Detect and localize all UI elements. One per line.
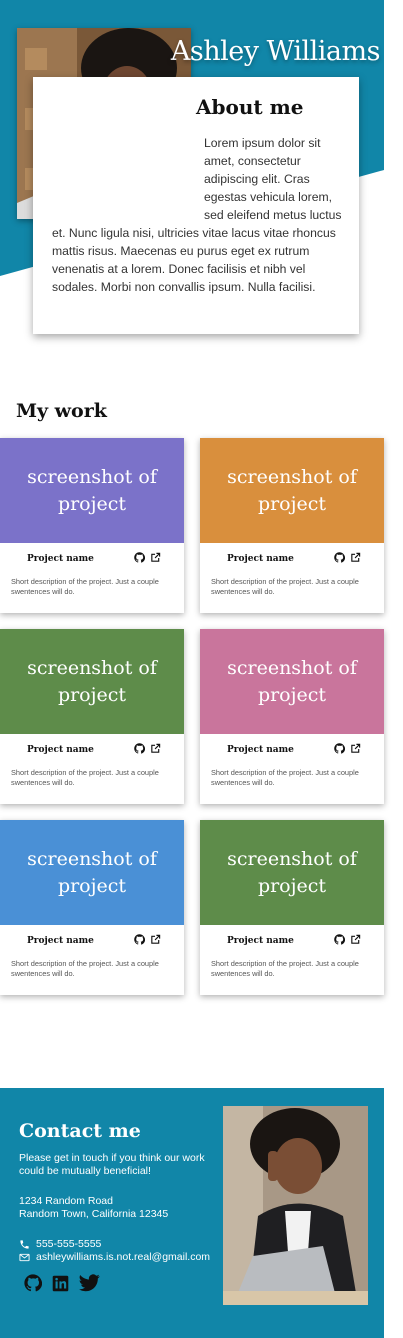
project-name: Project name <box>27 936 94 946</box>
project-description: Short description of the project. Just a… <box>211 768 359 787</box>
contact-address: 1234 Random Road Random Town, California… <box>19 1195 168 1221</box>
external-link-icon[interactable] <box>350 552 361 563</box>
twitter-icon[interactable] <box>79 1274 100 1292</box>
phone-icon <box>20 1239 29 1249</box>
github-icon[interactable] <box>334 552 345 563</box>
project-card[interactable]: screenshot of project Project name Short d… <box>200 629 384 804</box>
about-text: Lorem ipsum dolor sit amet, consectetur … <box>52 136 342 294</box>
project-screenshot: screenshot of project <box>200 438 384 543</box>
project-description: Short description of the project. Just a… <box>11 768 159 787</box>
github-icon[interactable] <box>134 743 145 754</box>
project-card[interactable]: screenshot of project Project name Short d… <box>200 820 384 995</box>
mail-icon <box>19 1253 30 1261</box>
project-name: Project name <box>227 936 294 946</box>
contact-text: Please get in touch if you think our wor… <box>19 1152 205 1177</box>
external-link-icon[interactable] <box>150 743 161 754</box>
project-links <box>334 552 361 563</box>
contact-title: Contact me <box>19 1120 141 1142</box>
external-link-icon[interactable] <box>350 934 361 945</box>
project-name: Project name <box>227 554 294 564</box>
project-description: Short description of the project. Just a… <box>11 577 159 596</box>
about-title: About me <box>196 95 304 119</box>
external-link-icon[interactable] <box>150 552 161 563</box>
project-description: Short description of the project. Just a… <box>11 959 159 978</box>
project-links <box>334 743 361 754</box>
about-card <box>33 77 359 334</box>
contact-phone[interactable]: 555-555-5555 <box>19 1238 101 1250</box>
project-card[interactable]: screenshot of project Project name Short d… <box>200 438 384 613</box>
project-name: Project name <box>27 745 94 755</box>
about-text-block: Lorem ipsum dolor sit amet, consectetur … <box>52 134 344 296</box>
project-screenshot: screenshot of project <box>0 629 184 734</box>
external-link-icon[interactable] <box>350 743 361 754</box>
project-name: Project name <box>227 745 294 755</box>
contact-email[interactable]: ashleywilliams.is.not.real@gmail.com <box>19 1251 210 1263</box>
project-screenshot: screenshot of project <box>200 629 384 734</box>
phone-text: 555-555-5555 <box>36 1238 102 1250</box>
github-icon[interactable] <box>134 934 145 945</box>
project-links <box>134 552 161 563</box>
project-screenshot: screenshot of project <box>200 820 384 925</box>
linkedin-icon[interactable] <box>52 1275 69 1292</box>
project-name: Project name <box>27 554 94 564</box>
project-links <box>134 934 161 945</box>
address-line-2: Random Town, California 12345 <box>19 1208 169 1220</box>
contact-photo <box>223 1106 368 1305</box>
project-screenshot: screenshot of project <box>0 820 184 925</box>
project-description: Short description of the project. Just a… <box>211 577 359 596</box>
project-screenshot: screenshot of project <box>0 438 184 543</box>
project-card[interactable]: screenshot of project Project name Short d… <box>0 438 184 613</box>
work-title: My work <box>16 400 107 422</box>
project-card[interactable]: screenshot of project Project name Short d… <box>0 629 184 804</box>
external-link-icon[interactable] <box>150 934 161 945</box>
social-links <box>24 1274 100 1292</box>
github-icon[interactable] <box>334 743 345 754</box>
project-links <box>134 743 161 754</box>
project-links <box>334 934 361 945</box>
github-icon[interactable] <box>134 552 145 563</box>
address-line-1: 1234 Random Road <box>19 1195 113 1207</box>
project-card[interactable]: screenshot of project Project name Short d… <box>0 820 184 995</box>
project-description: Short description of the project. Just a… <box>211 959 359 978</box>
email-text: ashleywilliams.is.not.real@gmail.com <box>36 1251 211 1263</box>
hero-name: Ashley Williams <box>170 36 381 67</box>
github-icon[interactable] <box>334 934 345 945</box>
github-icon[interactable] <box>24 1274 42 1292</box>
